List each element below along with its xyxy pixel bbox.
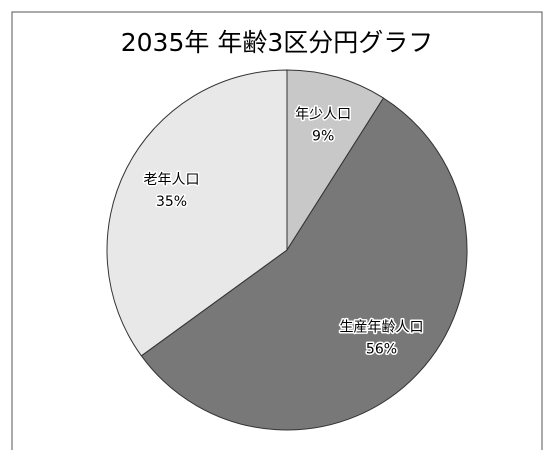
slice-label: 年少人口 — [295, 107, 351, 123]
slice-value-label: 35% — [156, 194, 187, 210]
slice-value-label: 56% — [366, 342, 397, 358]
slice-label: 生産年齢人口 — [339, 320, 423, 336]
slice-label: 老年人口 — [144, 172, 200, 188]
chart-title: 2035年 年齢3区分円グラフ — [121, 28, 433, 57]
pie-slice — [140, 97, 468, 431]
chart-frame — [11, 11, 543, 450]
slice-value-label: 9% — [312, 129, 334, 145]
pie-slice — [106, 69, 288, 357]
pie-slice — [286, 69, 385, 252]
